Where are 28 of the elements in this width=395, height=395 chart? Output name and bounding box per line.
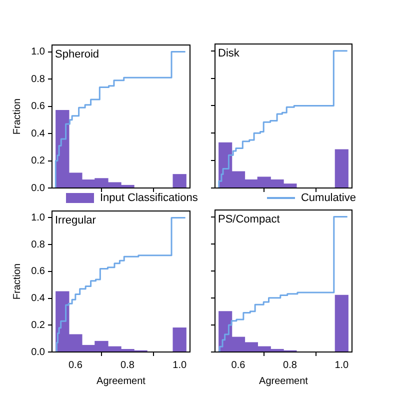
x-tick-label: 0.6 xyxy=(68,360,83,371)
legend-label: Input Classifications xyxy=(99,192,198,204)
y-tick-label: 0.8 xyxy=(31,74,46,85)
x-tick-label: 1.0 xyxy=(334,360,350,371)
y-tick-label: 0.4 xyxy=(31,128,46,140)
y-tick-label: 0.6 xyxy=(31,101,46,112)
chart-title: Disk xyxy=(218,48,240,60)
x-tick-label: 1.0 xyxy=(172,360,187,371)
x-tick-label: 0.6 xyxy=(231,360,246,371)
x-tick-label: 0.8 xyxy=(283,360,298,371)
chart-title: Spheroid xyxy=(55,48,100,61)
y-tick-label: 0.4 xyxy=(31,293,46,304)
y-tick-label: 0.8 xyxy=(31,239,46,250)
y-tick-label: 0.6 xyxy=(31,266,46,278)
x-axis-title: Agreement xyxy=(96,376,146,387)
y-tick-label: 0.2 xyxy=(31,156,46,167)
x-tick-label: 0.8 xyxy=(120,360,135,371)
y-tick-label: 0.0 xyxy=(31,346,46,358)
x-axis-title: Agreement xyxy=(259,376,308,387)
y-tick-label: 0.0 xyxy=(31,182,46,194)
y-axis-title: Fraction xyxy=(12,263,23,300)
y-tick-label: 1.0 xyxy=(31,212,46,224)
chart-title: Irregular xyxy=(55,214,96,227)
y-tick-label: 0.2 xyxy=(31,320,46,331)
y-axis-title: Fraction xyxy=(12,98,23,135)
legend-label: Cumulative xyxy=(300,192,356,204)
y-tick-label: 1.0 xyxy=(31,46,46,58)
chart-title: PS/Compact xyxy=(218,214,280,226)
